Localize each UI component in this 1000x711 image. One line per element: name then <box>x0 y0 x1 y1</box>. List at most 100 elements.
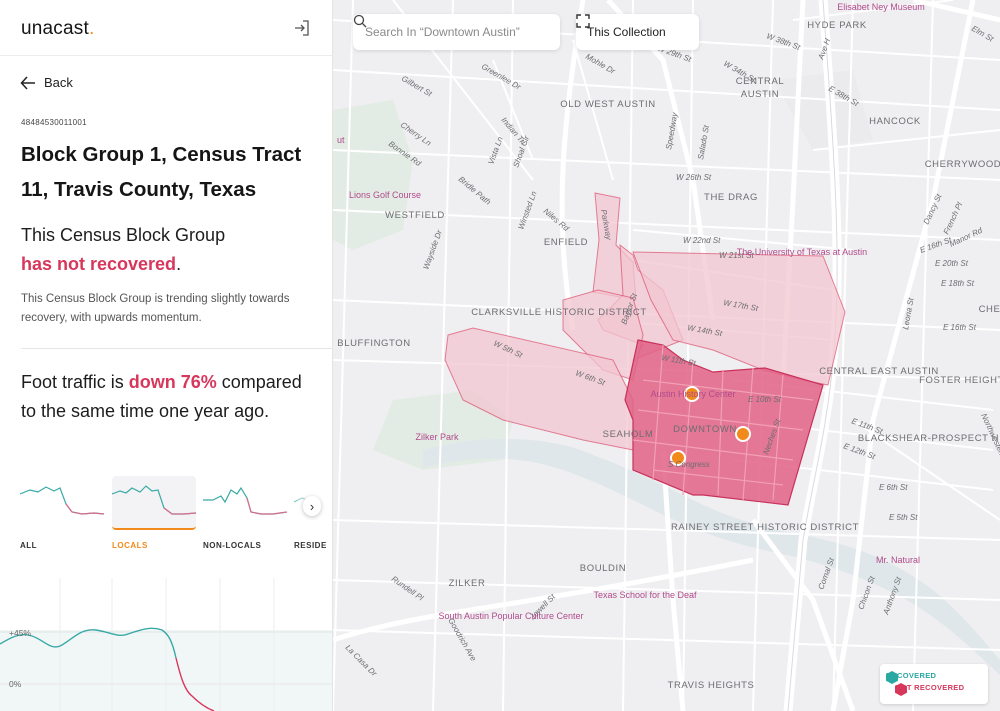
map-label: ZILKER <box>449 578 486 589</box>
street-label: W 26th St <box>676 173 712 182</box>
street-label: Winsted Ln <box>516 190 538 231</box>
segment-tab-all[interactable]: ALL <box>20 476 104 556</box>
collection-label: This Collection <box>587 25 666 39</box>
place-label: Texas School for the Deaf <box>593 590 697 600</box>
map-label: HYDE PARK <box>807 20 867 31</box>
map-search-bar[interactable] <box>353 14 560 50</box>
street-label: Chicon St <box>856 574 877 610</box>
segment-label: RESIDE <box>294 541 327 550</box>
foot-traffic-chart-svg <box>0 578 332 711</box>
map-label: BOULDIN <box>580 563 626 574</box>
legend-not-recovered: NOT RECOVERED <box>895 683 965 696</box>
foot-value: down 76% <box>128 372 217 392</box>
legend-label: RECOVERED <box>886 671 937 680</box>
legend-label: NOT RECOVERED <box>895 683 965 692</box>
street-label: Mohle Dr <box>584 52 617 76</box>
traffic-line-not-recovered <box>175 657 215 711</box>
map-label: CENTRAL EAST AUSTIN <box>819 366 939 377</box>
neighborhood-labels: HYDE PARK CENTRAL AUSTIN OLD WEST AUSTIN… <box>337 20 1000 691</box>
map-label: TRAVIS HEIGHTS <box>668 680 755 691</box>
traffic-line-recovered <box>0 627 177 659</box>
place-label: ut <box>337 135 345 145</box>
place-labels: Elisabet Ney Museum The University of Te… <box>337 2 925 621</box>
poi-marker-history-center <box>684 386 700 402</box>
axis-label-zero: 0% <box>9 679 22 689</box>
street-label: Shoal Cir <box>511 134 531 168</box>
arrow-left-icon <box>20 75 35 90</box>
unacast-logo[interactable]: unacast. <box>21 18 95 39</box>
street-label: Wayside Dr <box>421 229 444 271</box>
carousel-next-button[interactable]: › <box>303 496 321 516</box>
place-label: Zilker Park <box>415 432 459 442</box>
map-label: CLARKSVILLE HISTORIC DISTRICT <box>471 307 647 318</box>
map-legend: RECOVERED NOT RECOVERED <box>880 664 988 704</box>
map-label: THE DRAG <box>704 192 758 203</box>
hexagon-icon <box>895 683 907 696</box>
street-label: E 18th St <box>941 279 975 288</box>
street-label: Manor Rd <box>948 226 984 249</box>
place-label: Lions Golf Course <box>349 190 421 200</box>
street-label: W 22nd St <box>683 236 721 245</box>
street-label: Speedway <box>664 111 680 150</box>
street-label: E 10th St <box>748 395 782 404</box>
census-block-groups-light <box>444 192 846 451</box>
page-title: Block Group 1, Census Tract 11, Travis C… <box>21 143 302 201</box>
sparkline-all <box>20 486 104 515</box>
status-suffix: . <box>176 254 182 274</box>
sidebar-panel: unacast. Back 48484530011001 Block Group… <box>0 0 333 711</box>
street-label: Goodrich Ave <box>446 617 478 664</box>
street-label: E 6th St <box>879 483 908 492</box>
map-label: DOWNTOWN <box>673 424 737 435</box>
legend-recovered: RECOVERED <box>886 671 937 684</box>
map-label: CHES <box>979 304 1000 315</box>
segment-label: NON-LOCALS <box>203 541 262 550</box>
sparkline-locals <box>112 485 196 515</box>
this-collection-button[interactable]: This Collection <box>576 14 699 50</box>
fullscreen-icon <box>576 14 590 28</box>
login-icon[interactable] <box>292 18 312 38</box>
tract-id: 48484530011001 <box>21 118 87 127</box>
recovery-status: This Census Block Group has not recovere… <box>21 221 321 279</box>
segment-tab-non-locals[interactable]: NON-LOCALS <box>203 476 287 556</box>
place-label: Mr. Natural <box>876 555 920 565</box>
status-prefix: This Census Block Group <box>21 225 226 245</box>
street-label: Elm St <box>970 24 996 44</box>
street-grid-minor <box>333 0 1000 711</box>
place-label: The University of Texas at Austin <box>737 247 867 257</box>
trend-description: This Census Block Group is trending slig… <box>21 293 290 324</box>
street-label: Gilbert St <box>400 74 434 99</box>
back-button[interactable]: Back <box>20 75 73 90</box>
axis-label-upper: +45% <box>9 628 31 638</box>
poi-markers[interactable] <box>670 386 751 466</box>
street-label: Vista Ln <box>486 135 504 166</box>
sparkline-non-locals <box>203 486 287 515</box>
place-label: Elisabet Ney Museum <box>837 2 925 12</box>
hexagon-icon <box>886 671 898 684</box>
chart-gridlines <box>0 578 332 711</box>
foot-traffic-summary: Foot traffic is down 76% compared to the… <box>21 368 321 426</box>
segment-label: LOCALS <box>112 541 148 550</box>
search-input[interactable] <box>365 25 535 39</box>
segment-tab-locals[interactable]: LOCALS <box>112 476 196 556</box>
divider <box>21 348 332 349</box>
back-label: Back <box>44 75 73 90</box>
selected-block-streets <box>632 344 814 501</box>
map-canvas[interactable]: HYDE PARK CENTRAL AUSTIN OLD WEST AUSTIN… <box>333 0 1000 711</box>
block-group-5th <box>444 327 634 451</box>
street-label: E 5th St <box>889 513 918 522</box>
chevron-right-icon: › <box>309 498 315 514</box>
street-label: E 16th St <box>943 323 977 332</box>
map-view[interactable]: HYDE PARK CENTRAL AUSTIN OLD WEST AUSTIN… <box>333 0 1000 711</box>
poi-marker-downtown <box>735 426 751 442</box>
street-label: W 21st St <box>719 251 754 260</box>
street-label: Salado St <box>696 124 711 160</box>
street-label: Dancy St <box>922 192 944 226</box>
street-label: Rundell Pl <box>390 574 425 602</box>
street-label: Greenlee Dr <box>480 62 523 92</box>
poi-marker-2nd-st <box>670 450 686 466</box>
place-label: South Austin Popular Culture Center <box>438 611 583 621</box>
map-label: BLUFFINGTON <box>337 338 410 349</box>
foot-prefix: Foot traffic is <box>21 372 124 392</box>
street-label: S Congress <box>668 460 710 469</box>
map-label: OLD WEST AUSTIN <box>560 99 655 110</box>
